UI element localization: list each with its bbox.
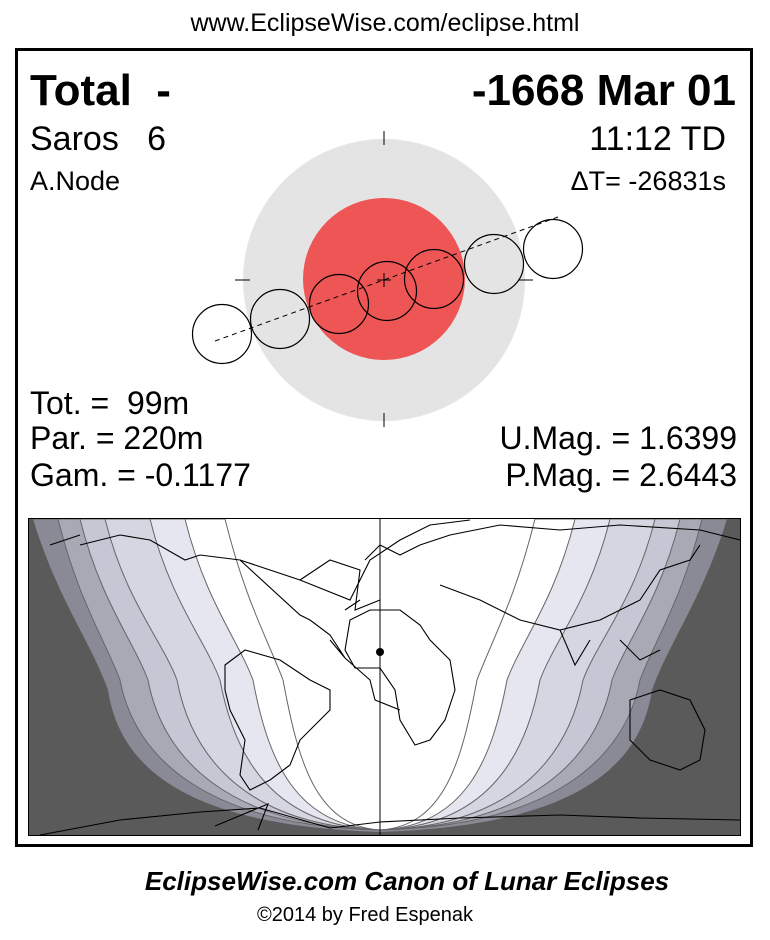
gamma: Gam. = -0.1177 [30,457,251,493]
map-frame [28,518,741,836]
eclipse-not-visible-west [29,519,380,835]
eclipse-type: Total - [30,66,171,115]
moon-u3 [403,248,465,310]
greatest-eclipse-point [376,648,384,656]
totality-duration: Tot. = 99m [30,385,189,421]
umbral-magnitude: U.Mag. = 1.6399 [500,420,737,456]
node: A.Node [30,166,120,196]
eclipse-not-visible-east [380,519,740,835]
moon-p4 [522,218,584,280]
moon-greatest [356,260,418,322]
moon-u2 [308,273,370,335]
eclipse-time: 11:12 TD [589,120,726,158]
delta-t: ΔT= -26831s [571,166,726,196]
saros-number: Saros 6 [30,120,166,158]
moon-positions [191,218,584,365]
moon-u1 [249,288,311,350]
penumbral-magnitude: P.Mag. = 2.6443 [505,457,737,493]
axis-ticks [235,131,533,427]
visibility-map [28,518,741,836]
footer-copyright: ©2014 by Fred Espenak [257,904,474,926]
partial-duration: Par. = 220m [30,420,203,456]
shadow-diagram [191,131,584,427]
source-url: www.EclipseWise.com/eclipse.html [190,9,580,37]
figure-frame [15,48,753,847]
eclipse-date: -1668 Mar 01 [472,66,736,115]
moon-u4 [463,233,525,295]
moon-p1 [191,303,253,365]
footer-title: EclipseWise.com Canon of Lunar Eclipses [145,866,669,896]
moon-path-line [214,216,559,342]
coastlines [39,519,740,835]
visibility-bands [29,519,740,835]
